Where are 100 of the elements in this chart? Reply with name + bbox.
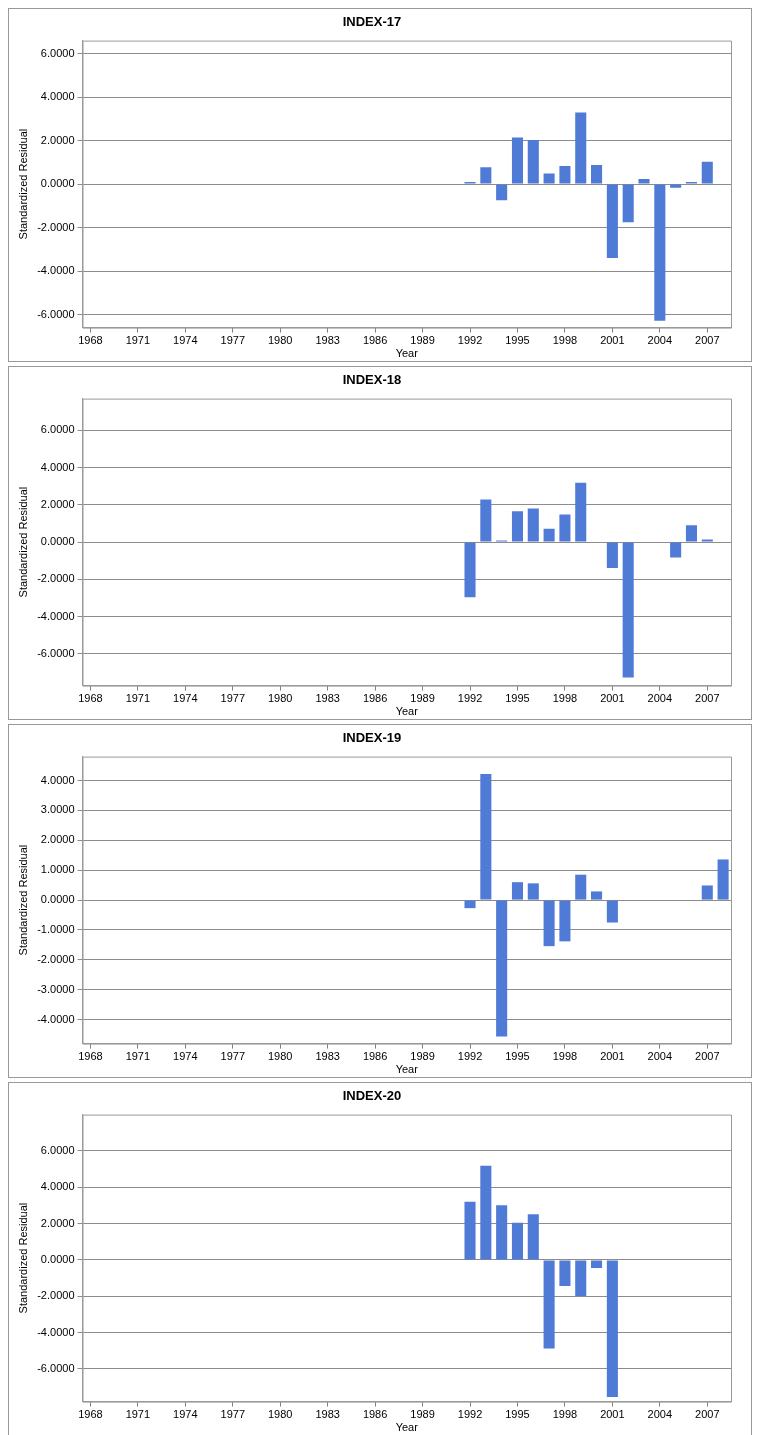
bar [511,137,524,184]
y-tick-label: -4.0000 [37,609,75,622]
x-tick-label: 2007 [695,334,720,347]
x-tick-label: 1977 [220,1408,246,1421]
x-tick-label: 1971 [125,1408,151,1421]
x-tick-label: 1986 [362,692,388,705]
y-tick-label: -6.0000 [37,646,75,659]
y-tick-label: -4.0000 [37,264,75,277]
x-tick-label: 1995 [505,1050,530,1063]
x-tick-label: 1998 [552,334,578,347]
x-tick-label: 2007 [695,1050,720,1063]
y-tick-label: -4.0000 [37,1012,75,1025]
x-tick-label: 1989 [410,1050,435,1063]
x-tick-label: 1977 [220,1050,246,1063]
x-tick-label: 1986 [362,1408,388,1421]
bar [480,773,492,900]
x-tick-label: 1977 [220,692,246,705]
x-tick-label: 1998 [552,1050,578,1063]
bar [543,528,555,542]
x-tick-label: 1980 [267,692,293,705]
bar [496,900,508,1037]
x-tick-label: 1974 [173,1050,198,1063]
chart-title: INDEX-20 [342,1088,402,1104]
y-tick-label: -2.0000 [37,952,75,965]
bar [717,859,729,900]
y-tick-label: 3.0000 [40,803,75,816]
x-tick-label: 1971 [125,1050,151,1063]
bar [511,511,524,542]
x-tick-label: 1971 [125,334,151,347]
x-tick-label: 1980 [267,1408,293,1421]
bar [654,184,666,321]
x-tick-label: 1986 [362,1050,388,1063]
y-tick-label: -2.0000 [37,1289,75,1302]
x-tick-label: 1968 [78,1050,103,1063]
bar [701,161,713,184]
x-tick-label: 1968 [78,1408,103,1421]
y-tick-label: -6.0000 [37,1361,75,1374]
x-tick-label: 1980 [267,334,293,347]
x-tick-label: 2001 [600,692,625,705]
y-tick-label: 0.0000 [40,893,75,906]
bar [575,1260,587,1297]
bar [559,166,571,184]
x-tick-label: 1995 [505,692,530,705]
chart-title: INDEX-17 [342,14,402,30]
y-tick-label: 1.0000 [40,863,75,876]
bar [464,1201,476,1260]
x-tick-label: 1989 [410,334,435,347]
x-tick-label: 1968 [78,692,103,705]
bar [527,883,539,900]
x-tick-label: 1989 [410,1408,435,1421]
bar [543,900,555,947]
bar [464,542,476,598]
x-tick-label: 1986 [362,334,388,347]
bar [606,184,618,259]
y-tick-label: 2.0000 [40,133,75,146]
x-tick-label: 1992 [457,1050,483,1063]
chart-title: INDEX-18 [342,372,402,388]
x-axis-title: Year [395,705,419,718]
y-tick-label: 6.0000 [40,423,75,436]
y-tick-label: -4.0000 [37,1325,75,1338]
x-tick-label: 1977 [220,334,246,347]
x-tick-label: 1995 [505,334,530,347]
x-tick-label: 1983 [315,1050,340,1063]
bar [543,1260,555,1349]
bar [527,139,539,184]
y-tick-label: -2.0000 [37,220,75,233]
bar [670,184,682,188]
bar [511,1222,524,1260]
y-tick-label: 2.0000 [40,1216,75,1229]
y-axis-title: Standardized Residual [16,844,29,956]
y-tick-label: 2.0000 [40,497,75,510]
x-axis-title: Year [395,347,419,360]
y-axis-title: Standardized Residual [16,128,29,240]
bar [527,1214,539,1260]
y-tick-label: 4.0000 [40,460,75,473]
y-tick-label: 0.0000 [40,177,75,190]
bar [527,508,539,542]
bar [575,482,587,542]
bar [622,542,634,678]
bar [685,525,697,542]
x-tick-label: 1983 [315,1408,340,1421]
bar [511,882,524,900]
x-tick-label: 1992 [457,334,483,347]
x-tick-label: 1998 [552,692,578,705]
y-tick-label: 4.0000 [40,90,75,103]
bar [559,900,571,942]
x-tick-label: 1974 [173,334,198,347]
y-tick-label: -6.0000 [37,307,75,320]
bar [559,514,571,542]
x-tick-label: 1971 [125,692,151,705]
y-tick-label: -2.0000 [37,572,75,585]
x-tick-label: 2001 [600,1050,625,1063]
bar [559,1260,571,1287]
x-tick-label: 1968 [78,334,103,347]
x-tick-label: 2004 [647,692,673,705]
y-tick-label: 2.0000 [40,833,75,846]
y-axis-title: Standardized Residual [16,1202,29,1314]
x-tick-label: 2004 [647,1408,673,1421]
y-tick-label: -1.0000 [37,923,75,936]
x-tick-label: 2007 [695,1408,720,1421]
